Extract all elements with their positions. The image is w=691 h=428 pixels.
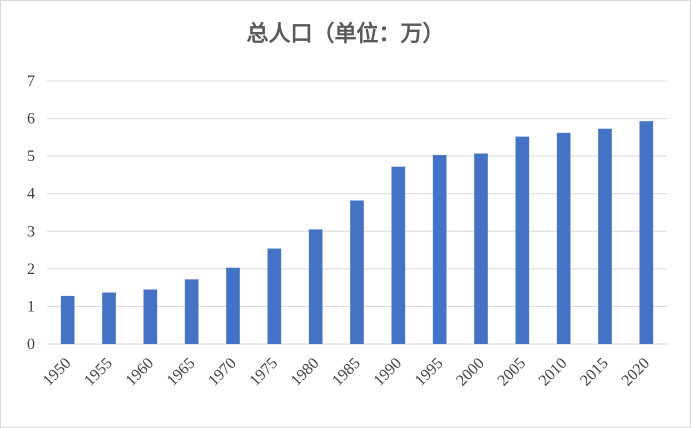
y-tick-label: 4 <box>27 186 35 203</box>
y-axis-ticks: 0 1 2 3 4 5 6 7 <box>27 73 35 353</box>
x-tick-label: 2020 <box>619 355 654 390</box>
bar-1985 <box>350 200 364 344</box>
y-tick-label: 2 <box>27 261 35 278</box>
y-tick-label: 7 <box>27 73 35 90</box>
bar-1950 <box>60 295 75 344</box>
bar-2010 <box>556 132 571 344</box>
bars <box>60 121 654 344</box>
x-tick-label: 2010 <box>536 355 571 390</box>
x-tick-label: 1975 <box>247 355 282 390</box>
y-tick-label: 0 <box>27 336 35 353</box>
x-axis-ticks: 1950 1955 1960 1965 1970 1975 1980 1985 1990 1995… <box>40 355 653 390</box>
bar-2020 <box>639 121 654 344</box>
bar-2015 <box>598 128 612 344</box>
x-tick-label: 2005 <box>495 355 530 390</box>
bar-1990 <box>391 166 406 344</box>
x-tick-label: 1950 <box>40 355 75 390</box>
y-tick-label: 5 <box>27 148 35 165</box>
x-tick-label: 1965 <box>164 355 199 390</box>
x-tick-label: 2015 <box>577 355 612 390</box>
bar-1975 <box>267 248 282 344</box>
x-tick-label: 1990 <box>371 355 406 390</box>
x-tick-label: 1995 <box>412 355 447 390</box>
x-tick-label: 1960 <box>123 355 158 390</box>
bar-1970 <box>226 267 240 344</box>
chart-title: 总人口（单位：万） <box>246 22 445 47</box>
bar-1960 <box>143 289 158 344</box>
bar-1995 <box>432 155 447 344</box>
x-tick-label: 1985 <box>329 355 364 390</box>
bar-2000 <box>474 153 488 344</box>
bar-2005 <box>515 136 530 344</box>
x-tick-label: 1955 <box>81 355 116 390</box>
x-tick-label: 2000 <box>453 355 488 390</box>
y-tick-label: 1 <box>27 298 35 315</box>
x-tick-label: 1970 <box>205 355 240 390</box>
bar-1980 <box>308 229 323 344</box>
bar-1965 <box>184 279 199 344</box>
bar-1955 <box>102 292 116 344</box>
x-tick-label: 1980 <box>288 355 323 390</box>
y-tick-label: 6 <box>27 111 35 128</box>
y-tick-label: 3 <box>27 223 35 240</box>
